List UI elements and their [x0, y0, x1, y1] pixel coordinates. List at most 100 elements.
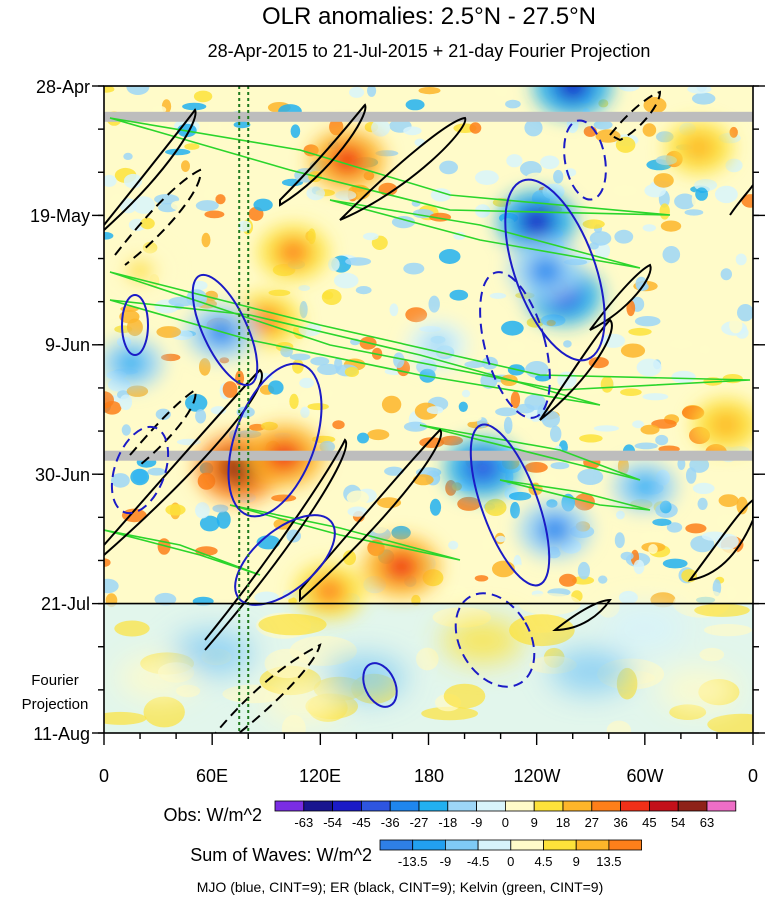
anomaly-cell — [199, 358, 211, 376]
anomaly-cell — [317, 363, 340, 375]
anomaly-cell — [715, 547, 738, 560]
waves-colorbar-box — [575, 839, 610, 851]
anomaly-cell — [729, 317, 743, 334]
anomaly-cell — [593, 425, 620, 432]
anomaly-cell — [403, 262, 425, 275]
anomaly-cell — [593, 120, 613, 130]
anomaly-cell — [126, 385, 149, 397]
waves-colorbar-label: 4.5 — [534, 854, 552, 869]
anomaly-cell — [642, 224, 656, 232]
anomaly-cell — [104, 558, 111, 567]
anomaly-cell — [333, 272, 359, 289]
er-contour — [299, 428, 443, 603]
er-contour — [114, 168, 202, 266]
axis-ticks — [92, 85, 765, 745]
anomaly-cell — [377, 497, 402, 509]
anomaly-cell — [457, 496, 481, 511]
anomaly-cell — [484, 498, 507, 516]
anomaly-blob-core — [312, 577, 346, 605]
anomaly-cell — [632, 420, 644, 429]
anomaly-cell — [524, 394, 546, 411]
anomaly-cell — [346, 490, 369, 505]
anomaly-cell — [563, 340, 572, 348]
anomaly-cell — [426, 406, 444, 415]
anomaly-cell — [458, 218, 473, 229]
anomaly-cell — [692, 92, 716, 105]
anomaly-cell — [260, 395, 279, 413]
anomaly-cell — [589, 231, 612, 246]
anomaly-cell — [634, 316, 661, 327]
anomaly-blob-core — [276, 238, 310, 266]
anomaly-cell — [299, 377, 315, 389]
anomaly-cell — [428, 295, 440, 313]
anomaly-cell — [344, 367, 359, 377]
anomaly-cell — [193, 90, 213, 103]
anomaly-cell — [729, 126, 738, 138]
obs-colorbar-label: 54 — [671, 815, 685, 830]
anomaly-cell — [507, 341, 526, 353]
anomaly-cell — [321, 289, 342, 305]
er-contour — [589, 263, 652, 331]
projection-cell — [509, 614, 575, 647]
anomaly-cell — [580, 384, 603, 395]
chart-title: OLR anomalies: 2.5°N - 27.5°N — [262, 3, 596, 30]
kelvin-contour — [104, 529, 261, 576]
anomaly-cell — [495, 535, 506, 543]
projection-cell — [443, 683, 486, 709]
er-contour — [729, 184, 753, 216]
anomaly-cell — [176, 438, 201, 446]
anomaly-cell — [254, 591, 279, 604]
er-contour — [214, 643, 322, 733]
waves-colorbar-box — [543, 839, 577, 851]
obs-colorbar-label: 45 — [642, 815, 656, 830]
anomaly-cell — [414, 138, 426, 147]
anomaly-cell — [212, 504, 229, 513]
anomaly-cell — [692, 482, 715, 494]
obs-colorbar-label: -36 — [381, 815, 400, 830]
anomaly-cell — [674, 193, 696, 210]
anomaly-cell — [469, 122, 482, 134]
anomaly-cell — [132, 196, 155, 214]
anomaly-cell — [185, 394, 208, 412]
x-tick-label: 0 — [748, 766, 758, 786]
obs-colorbar-label: -54 — [323, 815, 342, 830]
obs-colorbar-label: 36 — [613, 815, 627, 830]
projection-blob — [550, 649, 631, 694]
anomaly-cell — [550, 425, 562, 443]
obs-colorbar-box — [533, 800, 564, 812]
anomaly-cell — [370, 516, 389, 534]
anomaly-cell — [126, 318, 143, 337]
obs-colorbar-label: -18 — [438, 815, 457, 830]
anomaly-cell — [403, 421, 428, 432]
obs-colorbar-box — [562, 800, 593, 812]
waves-colorbar-box — [477, 839, 512, 851]
x-tick-label: 0 — [99, 766, 109, 786]
anomaly-cell — [508, 491, 532, 501]
anomaly-cell — [130, 468, 150, 486]
waves-legend-title: Sum of Waves: W/m^2 — [190, 845, 372, 865]
er-contour — [204, 438, 348, 651]
projection-cell — [416, 647, 439, 671]
obs-colorbar-box — [476, 800, 506, 812]
anomaly-cell — [482, 535, 491, 551]
anomaly-cell — [253, 198, 273, 212]
anomaly-cell — [238, 220, 252, 232]
obs-colorbar — [274, 800, 737, 812]
projection-label: Projection — [22, 696, 89, 713]
anomaly-cell — [165, 504, 186, 516]
anomaly-blob-core — [517, 206, 556, 237]
anomaly-cell — [403, 126, 422, 136]
waves-colorbar-label: 0 — [507, 854, 514, 869]
anomaly-cell — [123, 173, 143, 189]
waves-colorbar — [379, 839, 643, 851]
anomaly-cell — [557, 355, 574, 372]
obs-colorbar-label: -45 — [352, 815, 371, 830]
anomaly-cell — [633, 559, 645, 575]
y-tick-label: 21-Jul — [41, 594, 90, 614]
mjo-contour — [110, 425, 170, 515]
plot-area — [104, 86, 753, 733]
anomaly-cell — [300, 389, 319, 404]
anomaly-cell — [598, 575, 608, 584]
anomaly-cell — [405, 99, 425, 111]
anomaly-cell — [505, 99, 521, 109]
